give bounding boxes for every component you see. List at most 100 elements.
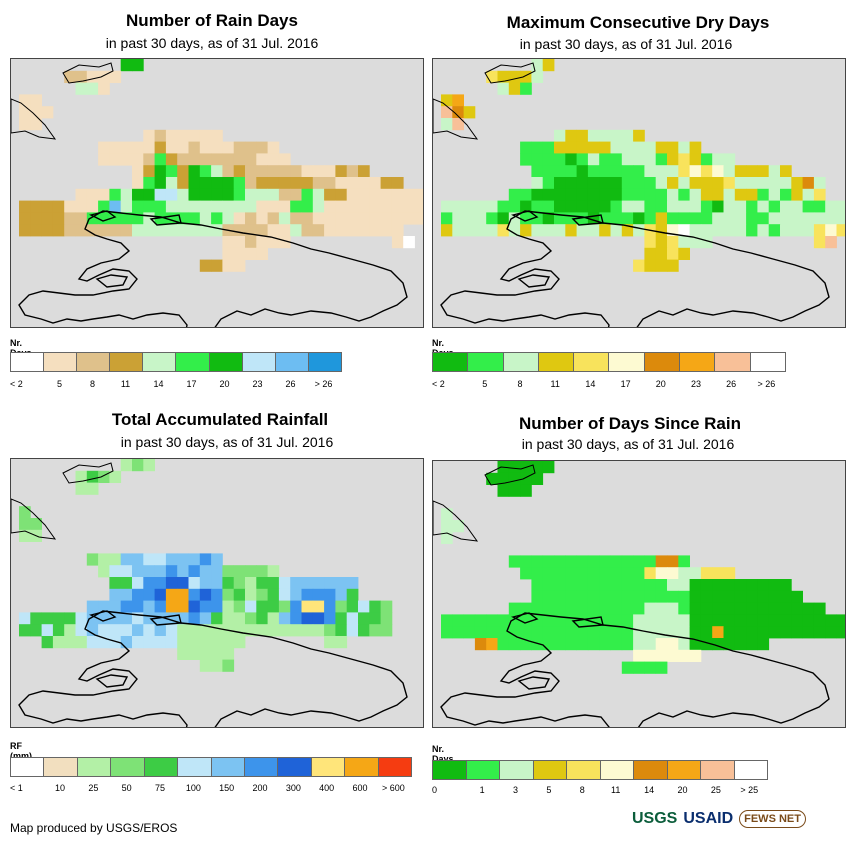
grid-cell — [324, 224, 336, 237]
grid-cell — [222, 259, 235, 272]
grid-cell — [723, 602, 736, 615]
grid-cell — [199, 624, 212, 637]
grid-cell — [452, 520, 464, 533]
grid-cell — [802, 614, 815, 627]
grid-cell — [278, 236, 291, 249]
grid-cell — [177, 212, 189, 225]
grid-cell — [621, 567, 634, 580]
grid-cell — [19, 200, 31, 213]
grid-cell — [565, 141, 577, 154]
legend-swatch — [567, 761, 601, 779]
grid-cell — [576, 602, 589, 615]
grid-cell — [565, 555, 577, 568]
grid-cell — [576, 614, 589, 627]
grid-cell — [554, 177, 566, 190]
grid-cell — [689, 638, 702, 651]
grid-cell — [19, 118, 31, 131]
grid-cell — [667, 188, 679, 201]
grid-cell — [497, 472, 510, 485]
legend-swatch — [715, 353, 751, 371]
grid-cell — [599, 153, 611, 166]
grid-cell — [655, 224, 668, 237]
grid-cell — [143, 177, 155, 190]
grid-cell — [655, 259, 668, 272]
legend-tick-label: 20 — [219, 379, 230, 389]
coastline-path — [517, 274, 551, 288]
grid-cell — [644, 188, 657, 201]
grid-cell — [565, 200, 577, 213]
grid-cell — [109, 212, 122, 225]
legend-tick-label: 17 — [186, 379, 197, 389]
grid-cell — [712, 200, 724, 213]
grid-cell — [211, 612, 223, 625]
grid-cell — [644, 661, 657, 674]
grid-cell — [391, 224, 404, 237]
grid-cell — [576, 590, 589, 603]
grid-cell — [30, 106, 42, 119]
grid-cell — [667, 247, 679, 260]
grid-cell — [757, 590, 770, 603]
grid-cell — [780, 200, 792, 213]
grid-cell — [813, 177, 826, 190]
grid-cell — [52, 200, 65, 213]
grid-cell — [633, 626, 645, 639]
grid-cell — [98, 70, 110, 83]
grid-cell — [825, 236, 837, 249]
grid-cell — [86, 188, 99, 201]
grid-cell — [132, 553, 144, 566]
coastline — [440, 612, 830, 727]
grid-cell — [335, 612, 348, 625]
grid-cell — [734, 638, 747, 651]
legend-bar — [432, 352, 786, 372]
legend-tick-label: > 600 — [381, 783, 405, 793]
legend-tick-label: 600 — [352, 783, 368, 793]
grid-cell — [267, 565, 280, 578]
grid-cell — [655, 141, 668, 154]
grid-cell — [531, 70, 544, 83]
grid-cell — [188, 129, 201, 142]
grid-cell — [633, 224, 645, 237]
grid-cell — [700, 188, 713, 201]
grid-cell — [508, 602, 521, 615]
legend-swatch — [466, 761, 500, 779]
grid-cell — [678, 188, 690, 201]
grid-cell — [154, 612, 167, 625]
grid-cell — [452, 614, 464, 627]
grid-cell — [452, 224, 464, 237]
grid-cell — [667, 177, 679, 190]
grid-cell — [531, 177, 544, 190]
grid-cell — [689, 141, 702, 154]
grid-cell — [700, 177, 713, 190]
grid-cell — [358, 200, 370, 213]
grid-cell — [233, 565, 246, 578]
grid-cell — [689, 224, 702, 237]
grid-cell — [768, 188, 781, 201]
grid-cell — [312, 212, 325, 225]
grid-cell — [655, 247, 668, 260]
grid-cell — [324, 212, 336, 225]
grid-cell — [256, 247, 268, 260]
legend-swatch — [308, 353, 341, 371]
grid-cell — [700, 590, 713, 603]
grid-cell — [346, 177, 359, 190]
grid-cell — [825, 614, 837, 627]
grid-cell — [700, 567, 713, 580]
grid-cell — [165, 177, 178, 190]
grid-cell — [177, 600, 189, 613]
grid-cell — [700, 165, 713, 178]
grid-cell — [154, 129, 167, 142]
grid-cell — [734, 590, 747, 603]
grid-cell — [120, 636, 133, 649]
grid-cell — [120, 59, 133, 72]
grid-cell — [154, 212, 167, 225]
grid-cell — [644, 165, 657, 178]
grid-cell — [98, 612, 110, 625]
coastline — [18, 610, 408, 727]
grid-cell — [324, 612, 336, 625]
grid-cell — [678, 212, 690, 225]
grid-cell — [780, 188, 792, 201]
grid-cell — [508, 472, 521, 485]
grid-cell — [633, 555, 645, 568]
grid-cell — [667, 165, 679, 178]
grid-cell — [678, 602, 690, 615]
